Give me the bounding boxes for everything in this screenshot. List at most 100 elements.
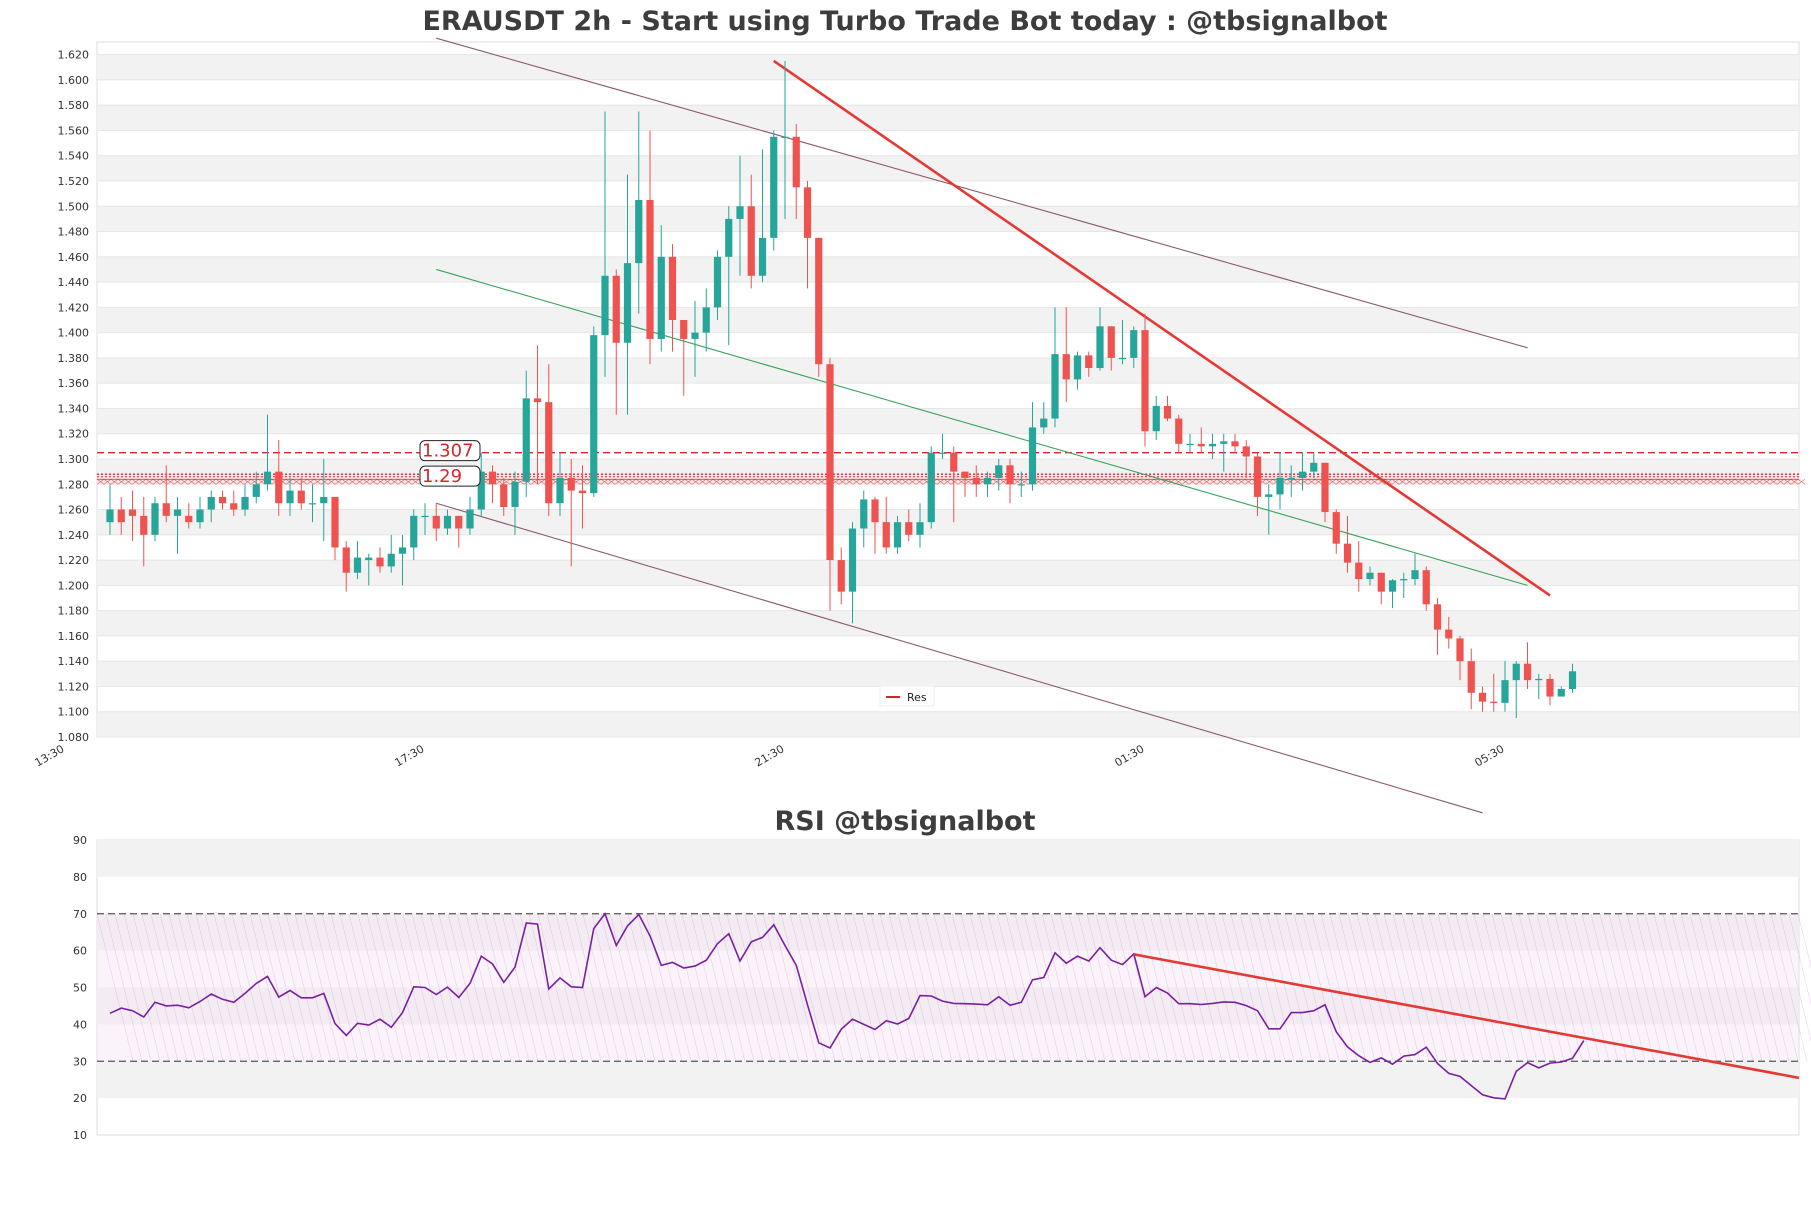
candle-body bbox=[410, 515, 418, 548]
rsi-hatch bbox=[456, 913, 494, 1062]
hatch bbox=[908, 478, 917, 485]
rsi-hatch bbox=[1671, 913, 1709, 1062]
candle-body bbox=[680, 320, 688, 339]
hatch bbox=[1342, 478, 1351, 485]
candle bbox=[702, 288, 710, 352]
hatch bbox=[257, 478, 266, 485]
hatch bbox=[1265, 478, 1274, 485]
hatch bbox=[894, 478, 903, 485]
hatch bbox=[873, 478, 882, 485]
rsi-hatch bbox=[645, 913, 683, 1062]
hatch bbox=[1727, 478, 1736, 485]
rsi-hatch bbox=[843, 913, 881, 1062]
candle-body bbox=[1220, 441, 1228, 444]
candle bbox=[466, 496, 474, 535]
candle bbox=[815, 237, 823, 377]
candle-body bbox=[635, 199, 643, 264]
rsi-hatch bbox=[699, 913, 737, 1062]
hatch bbox=[1489, 478, 1498, 485]
y-tick-label: 1.120 bbox=[58, 680, 90, 693]
hatch bbox=[1062, 478, 1071, 485]
hatch bbox=[1496, 478, 1505, 485]
rsi-hatch bbox=[1536, 913, 1574, 1062]
hatch bbox=[1531, 478, 1540, 485]
candle-body bbox=[1568, 671, 1577, 689]
y-tick-label: 1.440 bbox=[58, 276, 90, 289]
hatch bbox=[782, 478, 791, 485]
candle bbox=[1298, 452, 1307, 491]
candle bbox=[218, 490, 227, 510]
rsi-hatch bbox=[105, 913, 143, 1062]
candle-body bbox=[893, 522, 902, 548]
candle bbox=[421, 503, 429, 535]
candle bbox=[1096, 307, 1104, 371]
candle-body bbox=[162, 503, 170, 516]
candle-body bbox=[1208, 443, 1217, 447]
hatch bbox=[1461, 478, 1470, 485]
grid-band bbox=[97, 408, 1799, 434]
rsi-y-tick-label: 70 bbox=[73, 908, 87, 921]
grid-band bbox=[97, 206, 1799, 232]
grid-band bbox=[97, 661, 1799, 687]
hatch bbox=[859, 478, 868, 485]
candle-body bbox=[432, 515, 440, 529]
hatch bbox=[1153, 478, 1162, 485]
hatch bbox=[726, 478, 735, 485]
candle bbox=[1220, 433, 1228, 472]
candle-body bbox=[1535, 678, 1543, 681]
candle bbox=[1287, 465, 1295, 497]
rsi-hatch bbox=[609, 913, 647, 1062]
rsi-hatch bbox=[1374, 913, 1412, 1062]
candle-body bbox=[1276, 477, 1284, 495]
candle-body bbox=[1433, 604, 1442, 630]
hatch bbox=[222, 478, 231, 485]
rsi-hatch bbox=[321, 913, 359, 1062]
candle-body bbox=[1422, 570, 1430, 605]
candlestick-series bbox=[106, 60, 1577, 719]
hatch bbox=[1734, 478, 1743, 485]
hatch bbox=[1244, 478, 1253, 485]
candle bbox=[646, 130, 654, 365]
y-tick-label: 1.620 bbox=[58, 49, 90, 62]
rsi-hatch bbox=[969, 913, 1007, 1062]
rsi-line bbox=[109, 912, 1585, 1100]
hatch bbox=[1741, 478, 1750, 485]
hatch bbox=[1517, 478, 1526, 485]
candle-body bbox=[1310, 462, 1318, 472]
candle-body bbox=[691, 332, 699, 339]
rsi-hatch bbox=[276, 913, 314, 1062]
candle-body bbox=[1107, 326, 1115, 358]
rsi-hatch bbox=[879, 913, 917, 1062]
rsi-y-tick-label: 80 bbox=[73, 871, 87, 884]
rsi-hatch bbox=[978, 913, 1016, 1062]
grid-band bbox=[97, 610, 1799, 636]
hatch bbox=[1125, 478, 1134, 485]
grid-band bbox=[97, 155, 1799, 181]
candle bbox=[635, 111, 643, 314]
hatch bbox=[1664, 478, 1673, 485]
hatch bbox=[1013, 478, 1022, 485]
y-tick-label: 1.600 bbox=[58, 74, 90, 87]
y-tick-label: 1.240 bbox=[58, 529, 90, 542]
candle-body bbox=[995, 465, 1003, 478]
hatch bbox=[1671, 478, 1680, 485]
rsi-hatch bbox=[1455, 913, 1493, 1062]
rsi-hatch bbox=[1059, 913, 1097, 1062]
candle bbox=[151, 496, 159, 542]
rsi-hatch bbox=[1095, 913, 1133, 1062]
candle bbox=[533, 345, 542, 485]
candle-body bbox=[365, 557, 373, 561]
rsi-hatch bbox=[339, 913, 377, 1062]
rsi-hatch bbox=[1383, 913, 1421, 1062]
candle-body bbox=[1388, 580, 1397, 592]
candle bbox=[1242, 440, 1250, 478]
hatch bbox=[1783, 478, 1792, 485]
candle bbox=[1017, 471, 1025, 497]
hatch bbox=[880, 478, 889, 485]
rsi-hatch bbox=[222, 913, 260, 1062]
hatch bbox=[229, 478, 238, 485]
candle-body bbox=[713, 256, 722, 308]
rsi-y-tick-label: 30 bbox=[73, 1055, 87, 1068]
hatch bbox=[1713, 478, 1722, 485]
candle bbox=[1456, 635, 1464, 681]
